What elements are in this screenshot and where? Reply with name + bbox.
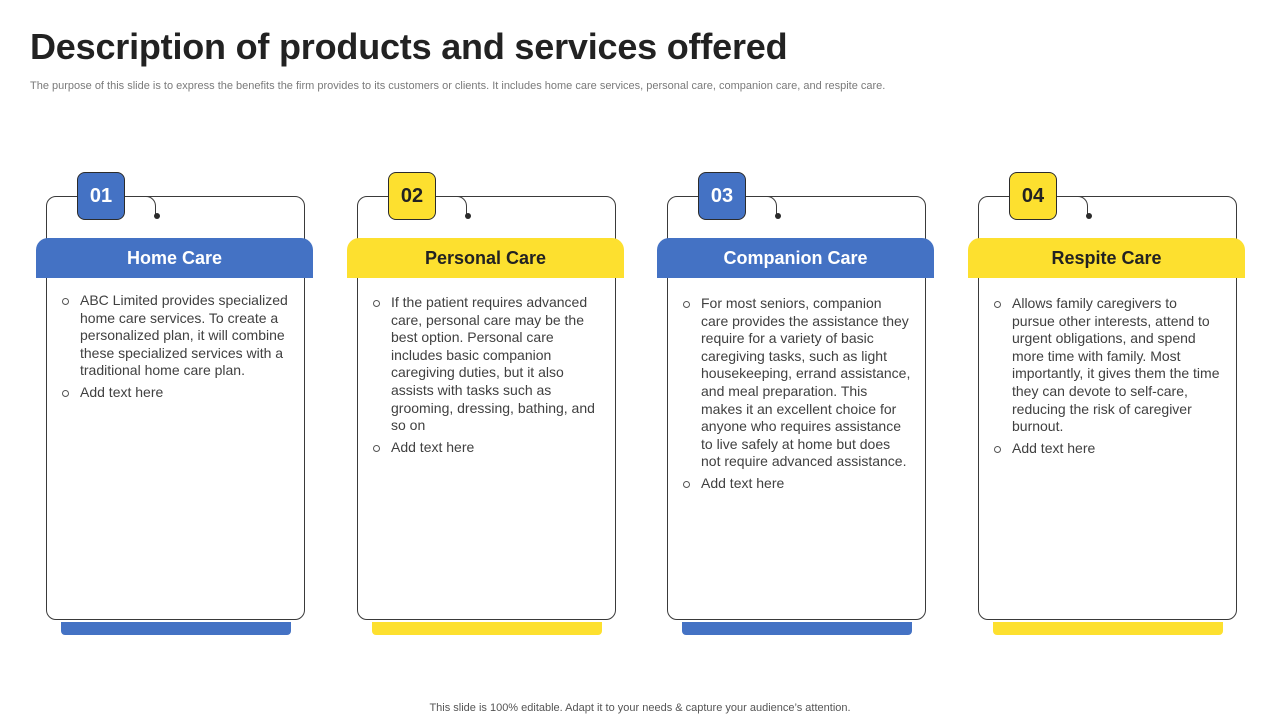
bullet-text: Add text here [80, 383, 164, 400]
bullet-item: Add text here [681, 475, 911, 493]
bullet-circle-icon [373, 300, 380, 307]
card-body: For most seniors, companion care provide… [681, 295, 911, 497]
card-title: Companion Care [657, 238, 934, 278]
card-number-badge: 03 [698, 172, 746, 220]
connector-line [118, 196, 156, 216]
card-bottom-bar [61, 622, 291, 635]
connector-dot [154, 213, 160, 219]
connector-line [429, 196, 467, 216]
bullet-circle-icon [994, 301, 1001, 308]
page-subtitle: The purpose of this slide is to express … [30, 80, 886, 92]
bullet-item: If the patient requires advanced care, p… [371, 294, 601, 435]
card-home-care: 01 Home Care ABC Limited provides specia… [36, 170, 313, 638]
card-title: Personal Care [347, 238, 624, 278]
bullet-item: ABC Limited provides specialized home ca… [60, 292, 290, 380]
card-number-badge: 02 [388, 172, 436, 220]
card-personal-care: 02 Personal Care If the patient requires… [347, 170, 624, 638]
bullet-circle-icon [683, 301, 690, 308]
bullet-item: Add text here [60, 384, 290, 402]
bullet-text: For most seniors, companion care provide… [701, 295, 911, 470]
connector-dot [775, 213, 781, 219]
connector-dot [1086, 213, 1092, 219]
bullet-item: Add text here [992, 440, 1222, 458]
card-number-badge: 01 [77, 172, 125, 220]
bullet-circle-icon [683, 480, 690, 488]
bullet-item: For most seniors, companion care provide… [681, 295, 911, 471]
card-number-badge: 04 [1009, 172, 1057, 220]
card-bottom-bar [682, 622, 912, 635]
bullet-text: ABC Limited provides specialized home ca… [80, 292, 288, 379]
connector-dot [465, 213, 471, 219]
bullet-text: Allows family caregivers to pursue other… [1012, 295, 1220, 435]
card-respite-care: 04 Respite Care Allows family caregivers… [968, 170, 1245, 638]
bullet-circle-icon [994, 445, 1001, 453]
card-body: If the patient requires advanced care, p… [371, 294, 601, 460]
bullet-circle-icon [62, 298, 69, 305]
bullet-circle-icon [62, 389, 69, 397]
card-bottom-bar [993, 622, 1223, 635]
connector-line [739, 196, 777, 216]
bullet-text: Add text here [701, 474, 785, 491]
page-title: Description of products and services off… [30, 26, 788, 67]
card-companion-care: 03 Companion Care For most seniors, comp… [657, 170, 934, 638]
footer-note: This slide is 100% editable. Adapt it to… [429, 702, 851, 714]
card-body: ABC Limited provides specialized home ca… [60, 292, 290, 406]
bullet-text: Add text here [1012, 439, 1096, 456]
bullet-text: If the patient requires advanced care, p… [391, 294, 595, 434]
connector-line [1050, 196, 1088, 216]
card-title: Home Care [36, 238, 313, 278]
bullet-circle-icon [373, 444, 380, 452]
card-bottom-bar [372, 622, 602, 635]
card-body: Allows family caregivers to pursue other… [992, 295, 1222, 461]
bullet-text: Add text here [391, 438, 475, 455]
card-title: Respite Care [968, 238, 1245, 278]
bullet-item: Allows family caregivers to pursue other… [992, 295, 1222, 436]
bullet-item: Add text here [371, 439, 601, 457]
